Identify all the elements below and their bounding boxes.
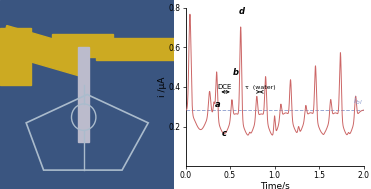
Text: a: a [215, 100, 220, 109]
Text: $i_{bl}$: $i_{bl}$ [353, 94, 363, 107]
Text: DCE: DCE [217, 84, 232, 90]
Y-axis label: i /μA: i /μA [158, 77, 167, 97]
Bar [0, 28, 32, 85]
Text: c: c [221, 129, 226, 138]
Bar [96, 38, 174, 60]
Text: b: b [233, 68, 239, 77]
Bar [79, 47, 89, 142]
Text: d: d [239, 6, 245, 15]
Text: τ  (water): τ (water) [244, 85, 275, 90]
X-axis label: Time/s: Time/s [260, 182, 289, 189]
Bar [52, 34, 113, 57]
Bar [0, 26, 91, 77]
